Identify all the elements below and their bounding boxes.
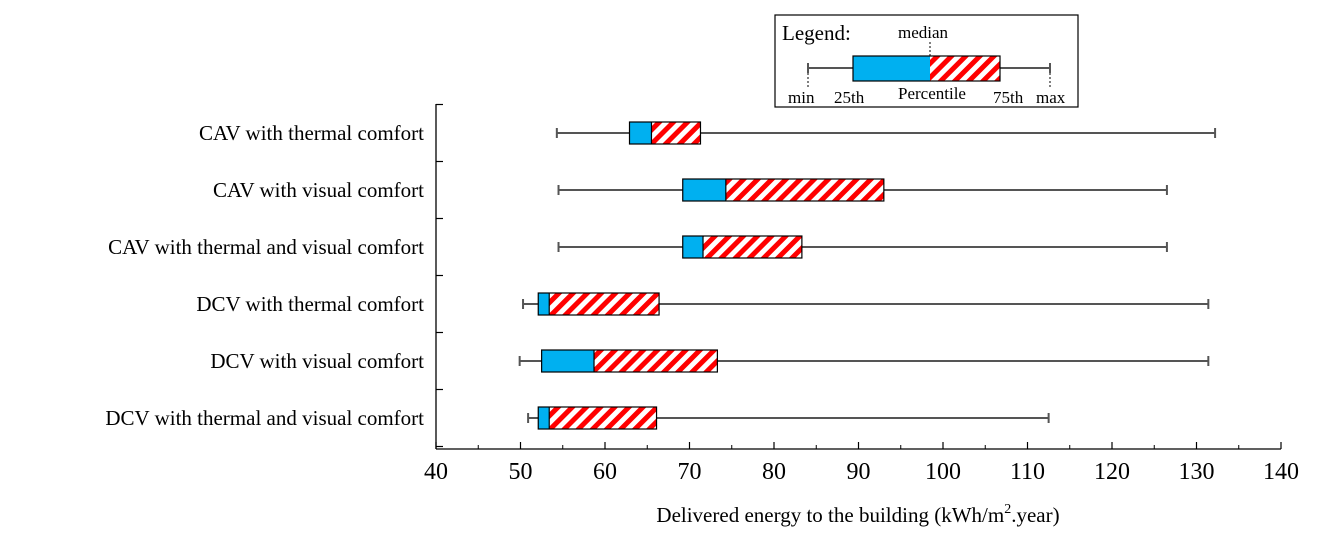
box-upper-half (549, 293, 660, 315)
legend-high-box (930, 56, 1000, 81)
box-row (518, 349, 1210, 373)
x-tick-label: 120 (1094, 459, 1130, 485)
box-row (557, 235, 1168, 259)
legend-min-label: min (788, 88, 815, 107)
box-lower-half (538, 293, 550, 315)
x-tick-label: 140 (1263, 459, 1299, 485)
legend-median-label: median (898, 23, 949, 42)
x-tick-label: 70 (678, 459, 702, 485)
x-axis-title: Delivered energy to the building (kWh/m2… (656, 502, 1059, 527)
x-tick-label: 110 (1010, 459, 1045, 485)
box-lower-half (682, 236, 704, 258)
box-outline (541, 349, 718, 373)
legend-p25-label: 25th (834, 88, 865, 107)
legend-title: Legend: (782, 21, 851, 45)
category-label: CAV with visual comfort (213, 178, 424, 202)
category-label: CAV with thermal comfort (199, 121, 424, 145)
box-outline (537, 292, 660, 316)
x-tick-label: 130 (1179, 459, 1215, 485)
box-outline (628, 121, 702, 145)
box-outline (682, 178, 885, 202)
box-upper-half (651, 122, 701, 144)
legend-p75-label: 75th (993, 88, 1024, 107)
x-tick-label: 100 (925, 459, 961, 485)
x-tick-label: 80 (762, 459, 786, 485)
box-row (555, 121, 1217, 145)
box-upper-half (594, 350, 718, 372)
box-lower-half (629, 122, 652, 144)
x-tick-label: 90 (847, 459, 871, 485)
box-outline (537, 406, 658, 430)
box-upper-half (703, 236, 802, 258)
box-row (557, 178, 1168, 202)
x-tick-label: 50 (509, 459, 533, 485)
box-upper-half (725, 179, 884, 201)
legend-percentile-label: Percentile (898, 84, 966, 103)
x-axis-title-superscript: 2 (1004, 502, 1011, 517)
category-label: DCV with visual comfort (210, 349, 424, 373)
legend-max-label: max (1036, 88, 1066, 107)
legend-low-box (853, 56, 930, 81)
category-label: DCV with thermal comfort (196, 292, 424, 316)
box-lower-half (682, 179, 726, 201)
box-row (522, 292, 1210, 316)
x-axis: 40 50 60 70 80 90 100 110 120 130 140 (424, 442, 1299, 485)
box-lower-half (541, 350, 595, 372)
category-label: CAV with thermal and visual comfort (108, 235, 424, 259)
box-outline (682, 235, 803, 259)
legend-box-outline (852, 55, 1001, 82)
x-tick-label: 60 (593, 459, 617, 485)
box-upper-half (549, 407, 657, 429)
plot-area (518, 121, 1217, 430)
box-lower-half (538, 407, 550, 429)
box-row (527, 406, 1050, 430)
category-label: DCV with thermal and visual comfort (105, 406, 424, 430)
legend: Legend: median min 25th Percentile 75th … (774, 14, 1079, 108)
y-axis: CAV with thermal comfort CAV with visual … (105, 103, 443, 449)
x-tick-label: 40 (424, 459, 448, 485)
